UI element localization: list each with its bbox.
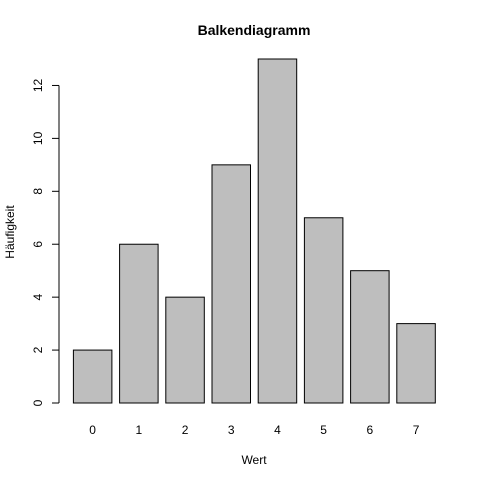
bar-6 xyxy=(350,270,390,404)
y-tick-label: 6 xyxy=(31,241,45,248)
x-axis-label: Wert xyxy=(241,453,267,467)
bar-0 xyxy=(72,349,113,404)
bar-4 xyxy=(257,58,298,404)
y-tick-label: 10 xyxy=(31,131,45,145)
y-tick-label: 8 xyxy=(31,188,45,195)
x-tick-label: 6 xyxy=(367,423,374,437)
x-tick-label: 4 xyxy=(274,423,281,437)
chart-title: Balkendiagramm xyxy=(198,22,311,38)
x-tick-labels: 0 1 2 3 4 5 6 7 xyxy=(89,423,419,437)
x-tick-label: 2 xyxy=(182,423,189,437)
x-tick-label: 1 xyxy=(136,423,143,437)
y-axis-label: Häufigkeit xyxy=(3,205,17,259)
y-axis: 0 2 4 6 8 10 12 xyxy=(31,78,60,406)
bar-1 xyxy=(119,243,159,404)
x-tick-label: 7 xyxy=(413,423,420,437)
bars-group xyxy=(72,58,436,404)
y-tick-label: 0 xyxy=(31,399,45,406)
x-tick-label: 0 xyxy=(89,423,96,437)
bar-2 xyxy=(165,296,205,404)
x-tick-label: 3 xyxy=(228,423,235,437)
y-tick-label: 2 xyxy=(31,346,45,353)
y-tick-label: 12 xyxy=(31,78,45,92)
bar-3 xyxy=(211,164,251,404)
x-tick-label: 5 xyxy=(320,423,327,437)
bar-7 xyxy=(396,323,436,404)
y-tick-label: 4 xyxy=(31,293,45,300)
bar-5 xyxy=(303,217,344,404)
